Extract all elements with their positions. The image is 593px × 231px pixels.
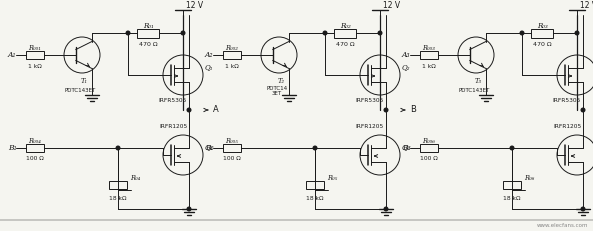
Text: R₀₀₄: R₀₀₄ [28, 137, 42, 145]
Text: PDTC14
3ET: PDTC14 3ET [266, 86, 288, 96]
Bar [26, 144, 44, 152]
Text: 100 Ω: 100 Ω [420, 156, 438, 161]
Circle shape [581, 207, 585, 211]
Bar [420, 144, 438, 152]
Circle shape [323, 31, 327, 35]
Text: 1 kΩ: 1 kΩ [225, 64, 239, 69]
Bar [26, 51, 44, 59]
Circle shape [384, 108, 388, 112]
Circle shape [187, 108, 191, 112]
Text: R₀₀₃: R₀₀₃ [423, 44, 435, 52]
Bar [223, 144, 241, 152]
Text: IRFR1205: IRFR1205 [356, 125, 384, 130]
Text: IRFR5305: IRFR5305 [553, 97, 581, 103]
Text: IRFR1205: IRFR1205 [553, 125, 581, 130]
Bar [306, 181, 324, 189]
Text: Q₁: Q₁ [205, 63, 213, 71]
Text: IRFR1205: IRFR1205 [159, 125, 187, 130]
Bar [503, 181, 521, 189]
Text: 12 V: 12 V [580, 1, 593, 10]
Text: A₁: A₁ [8, 51, 17, 59]
Circle shape [313, 146, 317, 150]
Text: R₀₀₁: R₀₀₁ [28, 44, 42, 52]
Text: IRFR5305: IRFR5305 [159, 97, 187, 103]
Text: B₁: B₁ [8, 144, 17, 152]
Circle shape [510, 146, 514, 150]
Text: R₀₅: R₀₅ [327, 174, 337, 182]
Text: R₀₁: R₀₁ [143, 22, 154, 30]
Text: 100 Ω: 100 Ω [223, 156, 241, 161]
Text: R₀₄: R₀₄ [130, 174, 141, 182]
Text: 18 kΩ: 18 kΩ [306, 195, 324, 201]
Text: A₃: A₃ [402, 51, 410, 59]
Text: 470 Ω: 470 Ω [139, 43, 157, 48]
Circle shape [378, 31, 382, 35]
Text: A: A [213, 106, 219, 115]
Circle shape [384, 207, 388, 211]
Bar [420, 51, 438, 59]
Text: IRFR5305: IRFR5305 [356, 97, 384, 103]
Text: R₀₀₅: R₀₀₅ [225, 137, 238, 145]
Text: 1 kΩ: 1 kΩ [28, 64, 42, 69]
Text: 12 V: 12 V [383, 1, 400, 10]
Text: T₃: T₃ [474, 77, 482, 85]
Text: A₂: A₂ [205, 51, 213, 59]
Bar [137, 28, 159, 37]
Text: Q₄: Q₄ [205, 143, 213, 151]
Text: R₀₀₆: R₀₀₆ [423, 137, 435, 145]
Text: T₂: T₂ [278, 77, 285, 85]
Text: 100 Ω: 100 Ω [26, 156, 44, 161]
Text: 470 Ω: 470 Ω [336, 43, 354, 48]
Text: B₃: B₃ [402, 144, 410, 152]
Circle shape [116, 146, 120, 150]
Text: PDTC143ET: PDTC143ET [458, 88, 490, 94]
Circle shape [126, 31, 130, 35]
Text: 18 kΩ: 18 kΩ [109, 195, 127, 201]
Circle shape [181, 31, 185, 35]
Bar [334, 28, 356, 37]
Circle shape [575, 31, 579, 35]
Text: R₀₂: R₀₂ [340, 22, 350, 30]
Text: Q₂: Q₂ [402, 63, 410, 71]
Text: Q₅: Q₅ [402, 143, 410, 151]
Text: R₀₃: R₀₃ [537, 22, 547, 30]
Text: R₀₆: R₀₆ [524, 174, 534, 182]
Bar [531, 28, 553, 37]
Text: 12 V: 12 V [186, 1, 203, 10]
Text: PDTC143ET: PDTC143ET [65, 88, 95, 94]
Text: B₂: B₂ [205, 144, 213, 152]
Text: 1 kΩ: 1 kΩ [422, 64, 436, 69]
Text: B: B [410, 106, 416, 115]
Text: 470 Ω: 470 Ω [533, 43, 551, 48]
Bar [109, 181, 127, 189]
Circle shape [187, 207, 191, 211]
Text: T₁: T₁ [81, 77, 88, 85]
Bar [223, 51, 241, 59]
Text: 18 kΩ: 18 kΩ [503, 195, 521, 201]
Circle shape [520, 31, 524, 35]
Text: R₀₀₂: R₀₀₂ [225, 44, 238, 52]
Text: www.elecfans.com: www.elecfans.com [537, 223, 588, 228]
Circle shape [581, 108, 585, 112]
